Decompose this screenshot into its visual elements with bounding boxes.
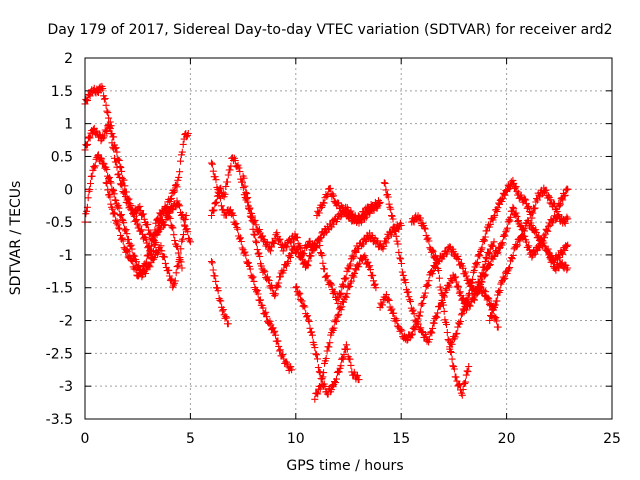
x-tick-label: 0 [81,431,90,447]
y-tick-label: 0.5 [51,149,73,165]
x-tick-label: 5 [186,431,195,447]
plus-markers [208,258,232,328]
plus-markers [208,159,296,374]
chart-title: Day 179 of 2017, Sidereal Day-to-day VTE… [47,22,612,38]
x-tick-label: 25 [603,431,621,447]
series-sat-r [545,250,572,274]
plus-markers [239,172,405,307]
y-tick-label: 1.5 [51,84,73,100]
series-sat-h [239,172,405,307]
series-sat-k [313,184,384,226]
series-sat-i [292,283,363,398]
y-tick-label: -0.5 [46,215,73,231]
x-axis-label: GPS time / hours [286,458,403,474]
y-tick-label: -2 [59,314,73,330]
axis-ticks: 0 5 10 15 20 25 -3.5 -3 -2.5 -2 -1.5 -1 -0.5 0 0.5 1 1.5… [46,51,621,447]
plus-markers [102,179,186,280]
plus-markers [376,259,473,399]
y-tick-label: -3 [59,379,73,395]
series-sat-e [208,159,296,374]
plus-markers [545,250,572,274]
y-tick-label: -3.5 [46,412,73,428]
series-sat-g [208,258,232,328]
plot-frame [84,57,613,420]
y-tick-label: 0 [64,182,73,198]
y-tick-label: 2 [64,51,73,67]
plus-markers [471,203,572,298]
series-sat-p [471,203,572,298]
series-sat-l [380,179,502,346]
series-sat-j [311,252,380,403]
y-tick-label: 1 [64,117,73,133]
y-tick-label: -1.5 [46,281,73,297]
y-axis-label: SDTVAR / TECUs [8,181,24,296]
series-sat-d [102,179,186,280]
x-tick-label: 15 [392,431,410,447]
plus-markers [292,283,363,398]
series-sat-m [376,259,473,399]
plus-markers [313,184,384,226]
plus-markers [446,176,572,351]
plus-markers [311,252,380,403]
series-sat-o [446,176,572,351]
data-marks [81,82,572,403]
plus-markers [208,154,382,259]
x-tick-label: 10 [287,431,305,447]
y-tick-label: -2.5 [46,346,73,362]
series-sat-f [208,154,382,259]
x-tick-label: 20 [498,431,516,447]
plus-markers [380,179,502,346]
y-tick-label: -1 [59,248,73,264]
